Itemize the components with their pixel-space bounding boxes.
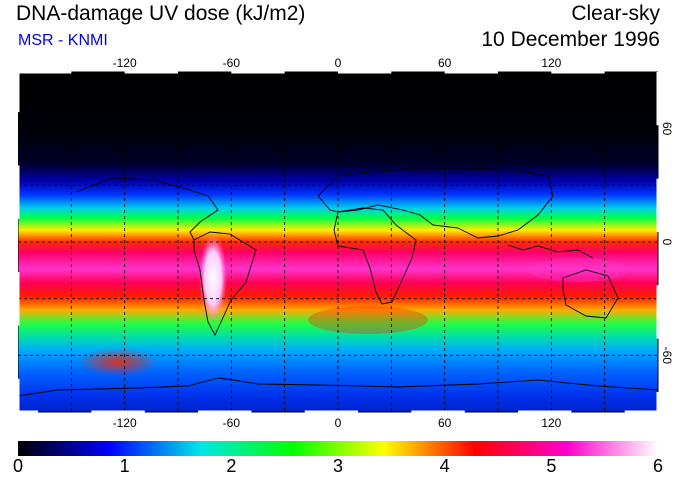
latitude-labels-right: 60 0 -60 <box>660 122 674 364</box>
map-frame-ticks <box>18 70 660 414</box>
lon-label-bottom: 0 <box>335 416 342 430</box>
lon-label-top: -120 <box>113 56 137 70</box>
south-america-coast <box>193 231 257 337</box>
lon-label-top: 0 <box>335 56 342 70</box>
colorbar-tick-label: 5 <box>546 456 557 476</box>
colorbar-tick-label: 2 <box>226 456 237 476</box>
lon-label-bottom: -60 <box>223 416 241 430</box>
lon-label-top: 120 <box>541 56 561 70</box>
longitude-labels-bottom: -120 -60 0 60 120 <box>113 416 562 430</box>
colorbar-tick-label: 4 <box>439 456 450 476</box>
lon-label-top: -60 <box>223 56 241 70</box>
colorbar-tick-label: 1 <box>119 456 130 476</box>
colorbar-tick-label: 6 <box>652 456 664 476</box>
graticule <box>18 72 658 412</box>
lat-label-right: 0 <box>660 239 674 246</box>
figure-title: DNA-damage UV dose (kJ/m2) <box>16 2 306 25</box>
australia-coast <box>562 269 619 319</box>
colorbar <box>18 441 658 456</box>
colorbar-tick-label: 3 <box>332 456 344 476</box>
colorbar-tick-label: 0 <box>12 456 24 476</box>
antarctica-coast <box>18 377 658 397</box>
lon-label-bottom: 120 <box>541 416 561 430</box>
lon-label-bottom: 60 <box>438 416 452 430</box>
indonesia-coast <box>507 244 594 259</box>
longitude-labels-top: -120 -60 0 60 120 <box>113 56 562 70</box>
north-america-coast <box>75 177 219 241</box>
source-label: MSR - KNMI <box>18 32 108 49</box>
date-label: 10 December 1996 <box>481 28 660 51</box>
lat-label-right: 60 <box>660 122 674 136</box>
lat-label-right: -60 <box>660 347 674 365</box>
world-map: -120 -60 0 60 120 -120 -60 0 60 120 60 0 -60 60 0 -6… <box>18 56 674 430</box>
lon-label-bottom: -120 <box>113 416 137 430</box>
africa-coast <box>333 207 417 305</box>
sky-condition-label: Clear-sky <box>571 2 660 25</box>
lon-label-top: 60 <box>438 56 452 70</box>
